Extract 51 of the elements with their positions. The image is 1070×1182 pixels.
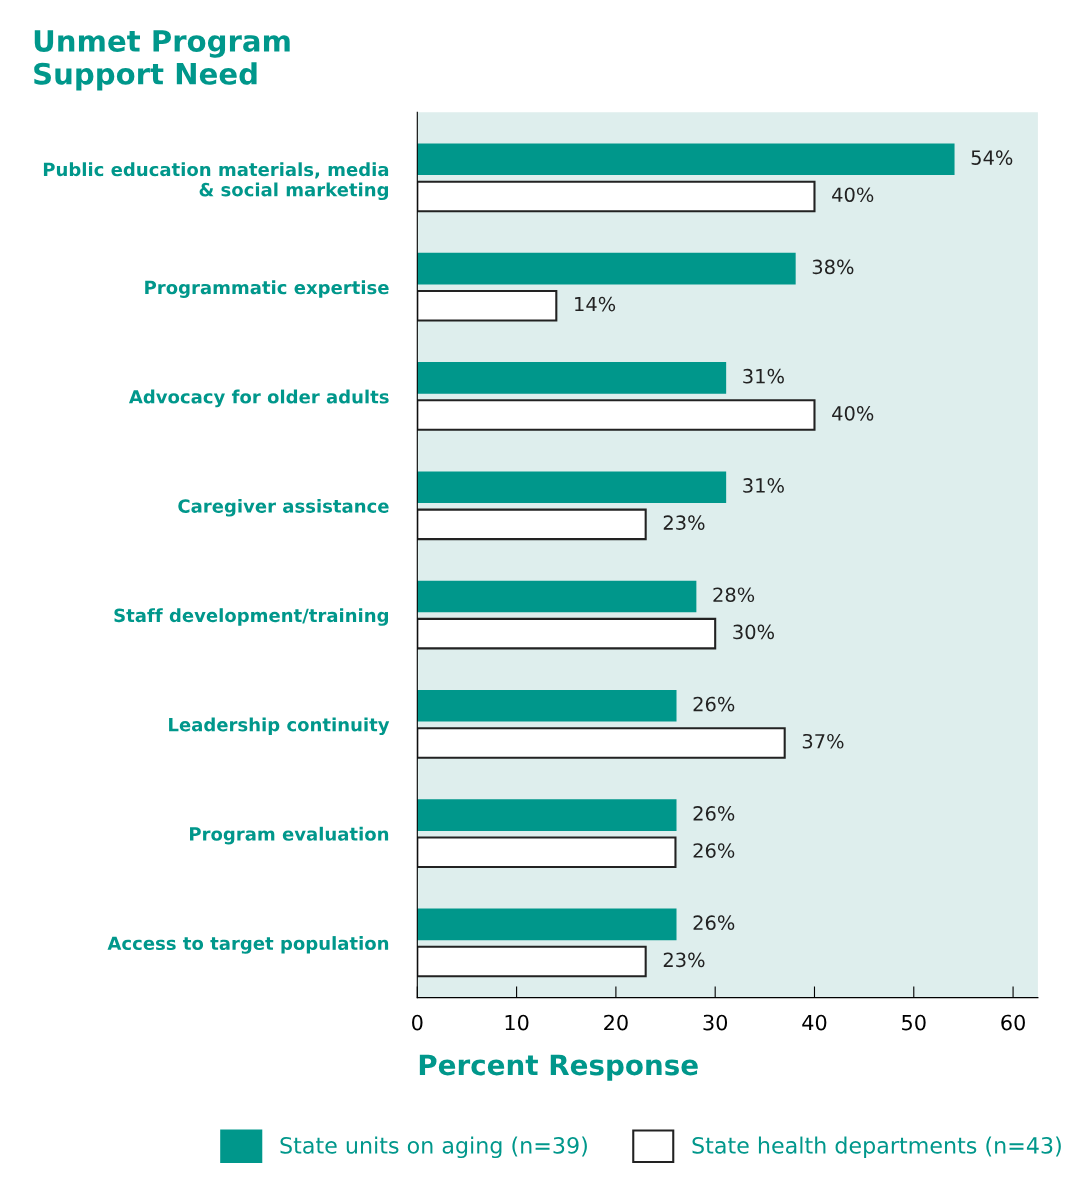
x-tick-label: 0 <box>412 1014 423 1031</box>
data-label: 38% <box>812 259 854 275</box>
y-tick-label: Public education materials, media & social marketing <box>43 162 389 201</box>
y-tick-label: Advocacy for older adults <box>128 389 389 408</box>
bar <box>417 580 697 613</box>
data-label: 14% <box>575 296 616 312</box>
data-label: 54% <box>971 150 1013 165</box>
bar <box>417 908 677 941</box>
data-label: 31% <box>743 478 784 493</box>
y-tick-label: Staff development/training <box>114 608 389 626</box>
y-tick-label: Caregiver assistance <box>178 498 389 517</box>
data-label: 31% <box>743 368 784 384</box>
x-axis-title: Percent Response <box>419 1054 698 1081</box>
data-label: 26% <box>693 696 735 712</box>
bar <box>417 362 727 394</box>
bar <box>417 180 816 213</box>
data-label: 30% <box>733 624 774 640</box>
bar <box>417 471 727 503</box>
y-tick-label: Programmatic expertise <box>145 280 389 298</box>
data-label: 26% <box>693 915 735 931</box>
y-tick-label: Leadership continuity <box>169 717 390 736</box>
data-label: 37% <box>802 733 844 749</box>
bar <box>417 252 796 285</box>
x-tick-label: 20 <box>604 1014 628 1031</box>
data-label: 28% <box>713 587 755 603</box>
bar <box>417 945 647 978</box>
y-tick-label: Program evaluation <box>190 826 389 845</box>
legend-label: State health departments (n=43) <box>692 1136 1061 1159</box>
x-tick-label: 40 <box>802 1014 827 1031</box>
data-label: 40% <box>832 187 874 203</box>
bar <box>417 143 955 176</box>
bar <box>417 617 717 650</box>
bar <box>417 689 677 722</box>
x-tick-label: 50 <box>902 1014 926 1031</box>
bar <box>417 399 816 431</box>
data-label: 23% <box>663 952 705 968</box>
data-label: 26% <box>693 806 735 821</box>
bar <box>417 508 647 541</box>
x-tick-label: 30 <box>703 1014 728 1031</box>
bar <box>417 836 677 869</box>
bar <box>417 727 786 759</box>
x-tick-label: 60 <box>1001 1014 1025 1031</box>
data-label: 23% <box>663 515 705 530</box>
y-tick-label: Access to target population <box>107 936 389 954</box>
data-label: 26% <box>693 843 735 858</box>
x-tick-label: 10 <box>505 1014 529 1031</box>
legend-label: State units on aging (n=39) <box>280 1136 587 1159</box>
text: Unmet Program Support Need <box>34 30 290 91</box>
bar <box>417 289 558 322</box>
bar <box>417 799 677 831</box>
data-label: 40% <box>832 405 874 421</box>
